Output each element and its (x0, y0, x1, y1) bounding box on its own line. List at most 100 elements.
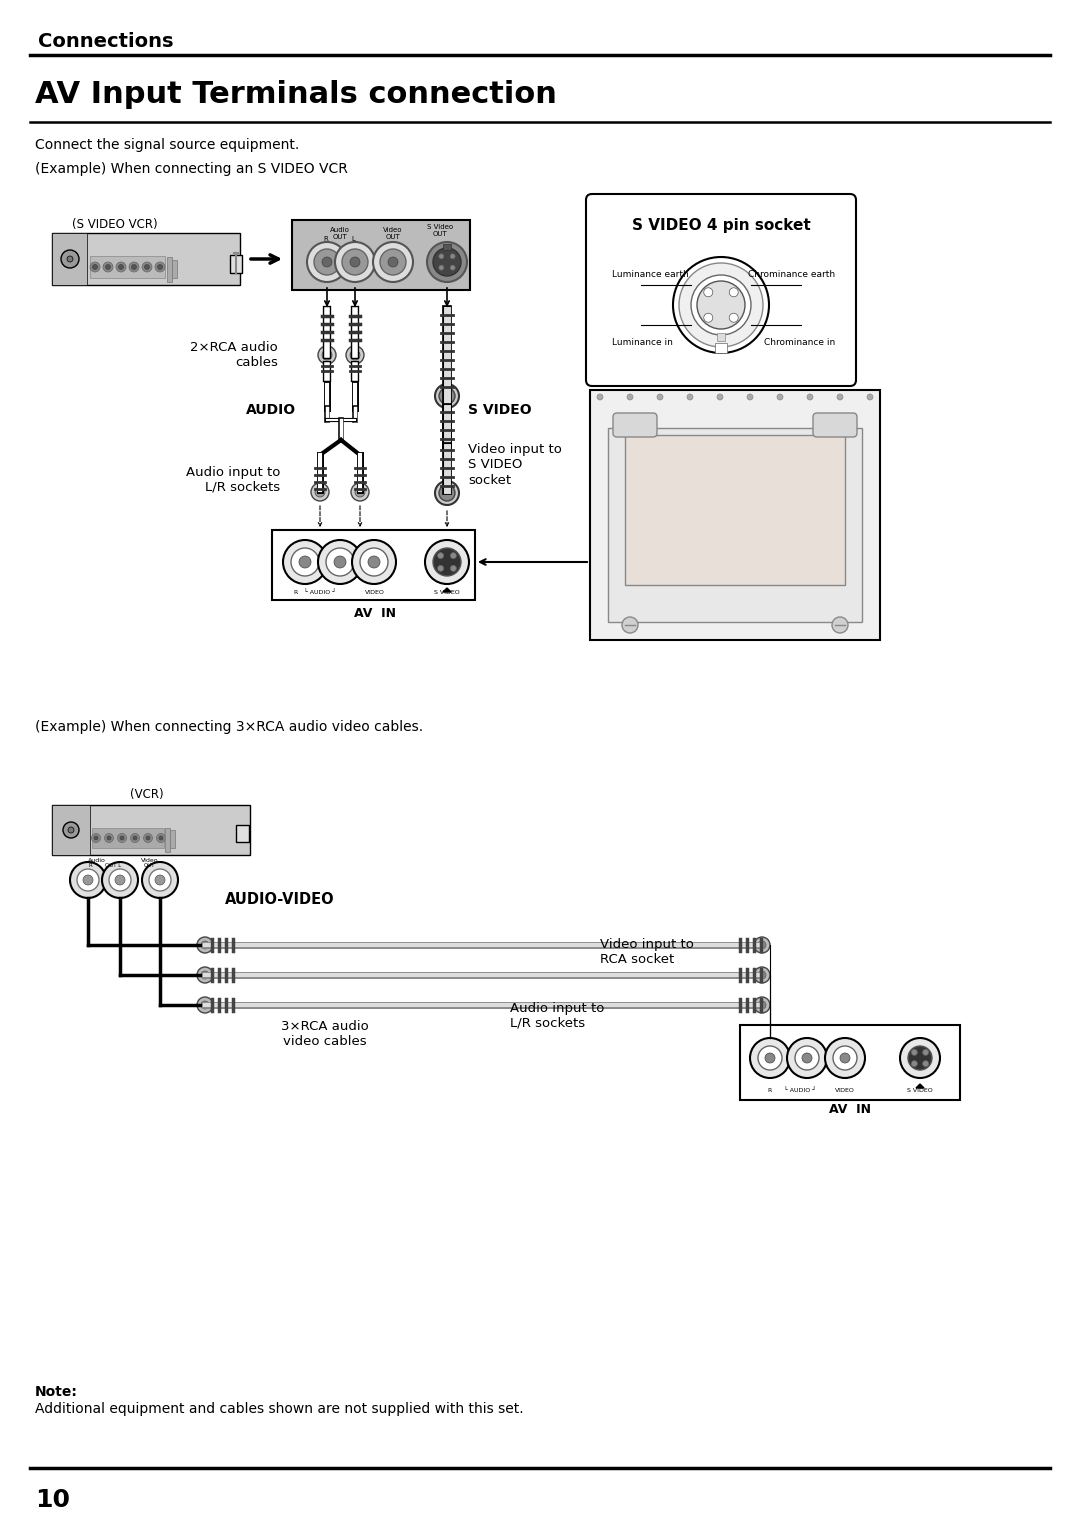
Circle shape (129, 261, 139, 272)
Circle shape (438, 484, 455, 501)
Circle shape (908, 1047, 932, 1070)
Circle shape (334, 556, 346, 568)
Text: Video: Video (141, 859, 159, 863)
Bar (608, 428, 862, 622)
Circle shape (291, 549, 319, 576)
Bar (715, 342, 727, 353)
Circle shape (197, 937, 213, 953)
Polygon shape (443, 588, 451, 591)
Circle shape (318, 539, 362, 584)
Circle shape (156, 261, 165, 272)
Circle shape (388, 257, 399, 267)
Text: VIDEO: VIDEO (365, 590, 384, 594)
Circle shape (197, 967, 213, 983)
Circle shape (60, 251, 79, 267)
Circle shape (900, 1038, 940, 1077)
Text: Note:: Note: (35, 1384, 78, 1400)
Circle shape (201, 1001, 210, 1008)
Text: Connect the signal source equipment.: Connect the signal source equipment. (35, 138, 299, 151)
Text: Audio input to
L/R sockets: Audio input to L/R sockets (186, 466, 280, 494)
Circle shape (144, 833, 152, 842)
Circle shape (106, 264, 110, 269)
Circle shape (825, 1038, 865, 1077)
Circle shape (450, 266, 455, 270)
Text: Video
OUT: Video OUT (383, 228, 403, 240)
Circle shape (307, 241, 347, 283)
Text: 10: 10 (35, 1488, 70, 1513)
Circle shape (105, 833, 113, 842)
Text: Chrominance earth: Chrominance earth (747, 270, 835, 280)
Circle shape (314, 249, 340, 275)
Circle shape (132, 264, 136, 269)
Circle shape (867, 394, 873, 400)
Text: AV  IN: AV IN (354, 607, 396, 620)
Text: (VCR): (VCR) (131, 788, 164, 801)
Circle shape (657, 394, 663, 400)
Circle shape (802, 1053, 812, 1063)
Circle shape (157, 833, 165, 842)
FancyBboxPatch shape (586, 194, 856, 387)
Circle shape (433, 248, 461, 277)
Bar (292, 220, 470, 290)
Text: (Example) When connecting an S VIDEO VCR: (Example) When connecting an S VIDEO VCR (35, 162, 348, 176)
Circle shape (63, 822, 79, 837)
Circle shape (360, 549, 388, 576)
Circle shape (912, 1060, 917, 1067)
Text: Connections: Connections (38, 32, 174, 50)
Circle shape (437, 553, 444, 559)
Circle shape (427, 241, 467, 283)
Bar (170, 830, 175, 848)
Circle shape (704, 313, 713, 322)
Circle shape (141, 862, 178, 898)
Circle shape (326, 549, 354, 576)
Circle shape (146, 836, 150, 840)
Text: OUT: OUT (145, 863, 156, 868)
Circle shape (765, 1053, 775, 1063)
Circle shape (922, 1060, 929, 1067)
Circle shape (93, 264, 97, 269)
Circle shape (679, 263, 762, 347)
Text: Luminance in: Luminance in (612, 338, 673, 347)
Circle shape (94, 836, 98, 840)
Circle shape (311, 483, 329, 501)
Circle shape (68, 827, 75, 833)
Circle shape (833, 1047, 858, 1070)
Circle shape (673, 257, 769, 353)
Bar (52, 805, 249, 856)
FancyBboxPatch shape (613, 413, 657, 437)
Circle shape (597, 394, 603, 400)
Circle shape (118, 833, 126, 842)
Circle shape (342, 249, 368, 275)
Text: Additional equipment and cables shown are not supplied with this set.: Additional equipment and cables shown ar… (35, 1403, 524, 1416)
Circle shape (119, 264, 123, 269)
Text: R: R (293, 590, 297, 594)
Text: (S VIDEO VCR): (S VIDEO VCR) (72, 219, 158, 231)
Circle shape (438, 254, 444, 258)
Bar (625, 435, 845, 585)
Circle shape (83, 876, 93, 885)
Text: (Example) When connecting 3×RCA audio video cables.: (Example) When connecting 3×RCA audio vi… (35, 720, 423, 733)
Circle shape (435, 481, 459, 504)
Circle shape (787, 1038, 827, 1077)
Text: AUDIO-VIDEO: AUDIO-VIDEO (225, 892, 335, 908)
Circle shape (346, 345, 364, 364)
Bar (590, 390, 880, 640)
Bar (92, 828, 164, 848)
Circle shape (438, 266, 444, 270)
Circle shape (450, 553, 457, 559)
Text: S VIDEO: S VIDEO (434, 590, 460, 594)
Bar (717, 333, 725, 341)
Circle shape (116, 261, 126, 272)
Circle shape (67, 257, 73, 261)
Circle shape (438, 388, 455, 403)
Circle shape (197, 996, 213, 1013)
Bar (172, 260, 177, 278)
Circle shape (351, 483, 369, 501)
Circle shape (627, 394, 633, 400)
Circle shape (159, 836, 163, 840)
Circle shape (754, 967, 770, 983)
Circle shape (717, 394, 723, 400)
Bar (165, 828, 170, 853)
Circle shape (754, 996, 770, 1013)
Circle shape (141, 261, 152, 272)
